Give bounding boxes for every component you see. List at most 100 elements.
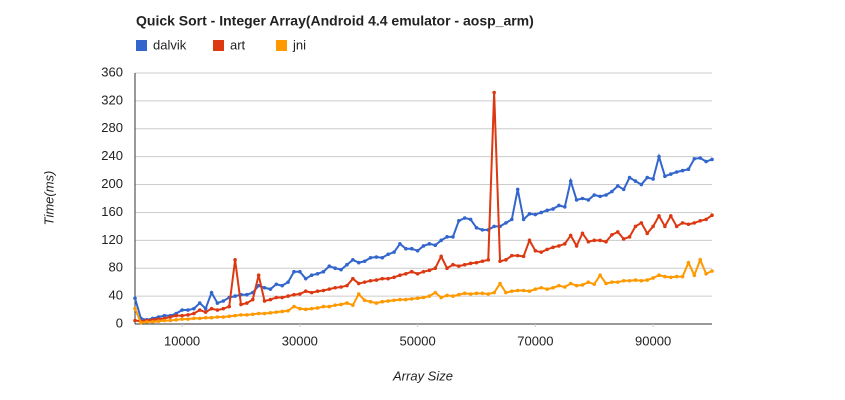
point (598, 194, 602, 199)
point (298, 306, 302, 311)
point (209, 290, 214, 295)
point (404, 272, 408, 276)
point (168, 315, 173, 319)
point (274, 295, 279, 300)
point (645, 175, 650, 180)
point (710, 269, 714, 273)
point (227, 314, 232, 319)
point (710, 213, 714, 218)
point (280, 283, 284, 288)
point (521, 288, 526, 293)
point (462, 262, 467, 267)
point (144, 320, 149, 324)
point (657, 214, 661, 218)
y-tick-label: 240 (101, 148, 123, 163)
point (427, 294, 432, 298)
point (362, 280, 367, 284)
x-tick-label: 70000 (517, 333, 553, 348)
point (233, 258, 237, 262)
point (610, 189, 614, 194)
point (274, 282, 279, 287)
point (162, 318, 167, 323)
point (462, 291, 467, 296)
legend-label: dalvik (153, 37, 187, 52)
point (333, 303, 337, 307)
point (439, 295, 443, 300)
point (404, 246, 408, 251)
point (557, 203, 561, 208)
point (574, 283, 579, 288)
point (651, 276, 655, 280)
point (339, 285, 343, 289)
point (309, 273, 314, 277)
legend-swatch (136, 40, 147, 51)
point (462, 216, 467, 220)
point (186, 313, 190, 317)
point (504, 290, 508, 295)
point (298, 292, 302, 296)
point (568, 233, 573, 238)
point (627, 278, 632, 283)
point (480, 228, 485, 232)
point (256, 311, 261, 316)
point (321, 269, 326, 274)
point (510, 217, 514, 222)
point (245, 292, 249, 297)
point (692, 221, 697, 225)
point (209, 306, 214, 311)
point (451, 294, 455, 298)
point (533, 248, 538, 253)
point (474, 291, 479, 296)
point (315, 272, 320, 276)
point (592, 193, 597, 197)
point (415, 248, 420, 253)
point (704, 272, 708, 276)
point (398, 242, 402, 246)
point (327, 304, 332, 309)
point (351, 276, 355, 281)
point (504, 221, 508, 225)
point (663, 224, 667, 229)
point (663, 174, 667, 178)
point (474, 225, 479, 230)
point (233, 313, 237, 318)
point (592, 238, 597, 243)
point (657, 273, 661, 277)
point (668, 275, 673, 280)
point (527, 289, 532, 294)
point (380, 255, 385, 260)
point (356, 292, 361, 296)
point (621, 187, 626, 192)
point (621, 278, 626, 283)
x-tick-label: 10000 (164, 333, 200, 348)
x-tick-label: 30000 (282, 333, 318, 348)
y-tick-label: 280 (101, 120, 123, 135)
legend-swatch (213, 40, 224, 51)
point (498, 281, 502, 286)
y-tick-label: 0 (116, 315, 123, 330)
point (321, 304, 326, 309)
point (439, 254, 443, 259)
point (180, 308, 184, 312)
point (209, 315, 214, 320)
point (680, 274, 685, 279)
point (474, 260, 479, 265)
point (574, 244, 579, 248)
point (339, 302, 343, 307)
point (421, 244, 426, 248)
point (510, 253, 514, 258)
point (197, 316, 202, 321)
point (604, 281, 608, 286)
point (445, 266, 449, 271)
point (392, 250, 396, 254)
legend-label: art (230, 37, 246, 52)
point (610, 232, 614, 237)
point (604, 193, 608, 197)
point (245, 301, 249, 305)
point (580, 283, 585, 287)
point (615, 184, 620, 188)
point (280, 309, 284, 314)
point (686, 222, 691, 227)
point (674, 224, 679, 229)
point (133, 318, 137, 323)
